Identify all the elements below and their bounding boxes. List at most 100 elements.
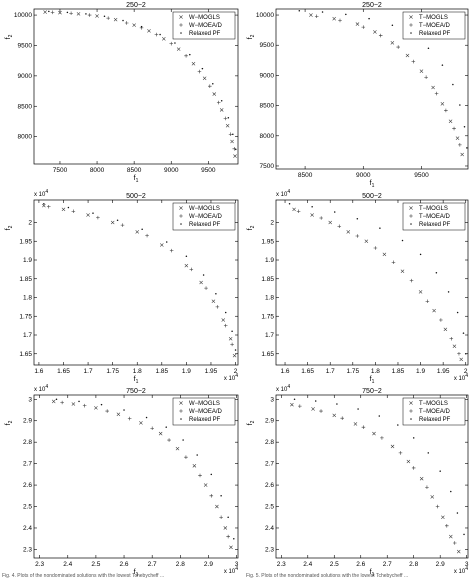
data-point <box>231 330 233 332</box>
y-tick-label: 1.7 <box>23 332 32 339</box>
data-point <box>319 216 323 220</box>
data-point <box>223 323 228 328</box>
data-point <box>223 116 228 121</box>
data-point <box>419 69 424 73</box>
data-point <box>203 483 208 487</box>
data-point <box>361 425 366 429</box>
x-axis-label: f1 <box>370 569 375 578</box>
legend: W−MOGLS W−MOEA/D Relaxed PF <box>172 11 236 40</box>
legend-label: W−MOGLS <box>189 401 220 407</box>
data-point <box>405 53 410 58</box>
legend-marker <box>409 214 413 218</box>
chart-panel-1: 250−2 7500 8000 8500 9000 9500 8000 8500 9000 950… <box>5 2 239 184</box>
series-1 <box>43 10 237 158</box>
x-tick-label: 1.65 <box>301 368 314 375</box>
data-point <box>357 408 359 410</box>
data-point <box>197 69 202 74</box>
plot-frame <box>275 199 469 366</box>
legend-label: T−MOGLS <box>419 401 448 407</box>
data-point <box>409 278 414 283</box>
data-point <box>355 234 360 238</box>
y-tick-label: 2.5 <box>23 504 32 511</box>
data-point <box>212 92 217 96</box>
x-tick-label: 2.9 <box>204 561 213 568</box>
data-point <box>123 409 125 411</box>
data-point <box>189 267 194 272</box>
data-point <box>135 230 140 234</box>
data-point <box>296 209 301 214</box>
data-point <box>174 42 176 44</box>
x-tick-label: 1.7 <box>326 368 335 375</box>
data-point <box>440 101 445 106</box>
plot-frame <box>33 199 239 366</box>
y-tick-label: 10000 <box>256 12 274 19</box>
data-point <box>379 227 381 229</box>
data-point <box>373 30 377 34</box>
legend-label: Relaxed PF <box>419 222 451 228</box>
data-point <box>124 21 129 25</box>
data-point <box>340 416 345 420</box>
legend-label: W−MOGLS <box>189 15 220 21</box>
series-1 <box>292 207 464 362</box>
legend-label: T−MOEA/D <box>419 409 451 415</box>
data-point <box>67 206 70 209</box>
data-point <box>220 100 223 102</box>
data-point <box>184 54 188 58</box>
data-point <box>103 15 106 18</box>
data-point <box>390 444 395 449</box>
legend-marker <box>179 401 183 405</box>
y-tick-label: 8500 <box>18 103 33 110</box>
data-point <box>82 403 87 408</box>
series-2 <box>298 404 457 545</box>
data-point <box>434 91 439 96</box>
legend-label: W−MOEA/D <box>189 23 223 29</box>
data-point <box>310 213 314 217</box>
data-point <box>459 357 464 362</box>
data-point <box>216 100 221 105</box>
y-tick-label: 2.3 <box>23 546 32 553</box>
data-point <box>435 272 438 274</box>
y-tick-label: 9500 <box>18 42 33 49</box>
series-2 <box>314 14 462 147</box>
data-point <box>76 12 81 16</box>
data-point <box>391 260 396 265</box>
chart-title: 250−2 <box>362 2 382 9</box>
legend-marker <box>410 418 412 420</box>
y-tick-label: 1.95 <box>261 238 274 245</box>
x-tick-label: 1.8 <box>133 368 142 375</box>
data-point <box>432 308 436 313</box>
data-point <box>419 476 424 481</box>
data-point <box>373 246 378 250</box>
x-tick-label: 1.8 <box>371 368 380 375</box>
data-point <box>355 22 360 26</box>
x-tick-label: 9500 <box>201 167 216 174</box>
data-point <box>391 24 394 27</box>
data-point <box>232 353 237 358</box>
x-axis-multiplier: x 104 <box>454 373 468 382</box>
data-point <box>201 67 204 70</box>
y-tick-label: 1.9 <box>23 257 32 264</box>
x-tick-label: 2.9 <box>436 561 445 568</box>
data-point <box>204 286 208 290</box>
data-point <box>100 403 103 406</box>
y-axis-label: f2 <box>247 34 256 39</box>
x-tick-label: 1.75 <box>106 368 119 375</box>
data-point <box>147 29 151 33</box>
data-point <box>336 403 338 405</box>
data-point <box>298 10 301 12</box>
x-tick-label: 1.65 <box>57 368 70 375</box>
series-2 <box>46 204 234 347</box>
data-point <box>447 291 450 293</box>
data-point <box>427 47 430 49</box>
legend-box <box>172 11 236 40</box>
data-point <box>430 495 435 499</box>
y-tick-label: 2.8 <box>265 439 274 446</box>
legend-label: Relaxed PF <box>189 222 221 228</box>
legend-box <box>402 397 466 426</box>
data-point <box>185 255 188 257</box>
data-point <box>466 147 468 149</box>
data-point <box>314 400 317 402</box>
data-point <box>314 14 319 19</box>
data-point <box>232 133 234 135</box>
data-point <box>380 436 384 440</box>
